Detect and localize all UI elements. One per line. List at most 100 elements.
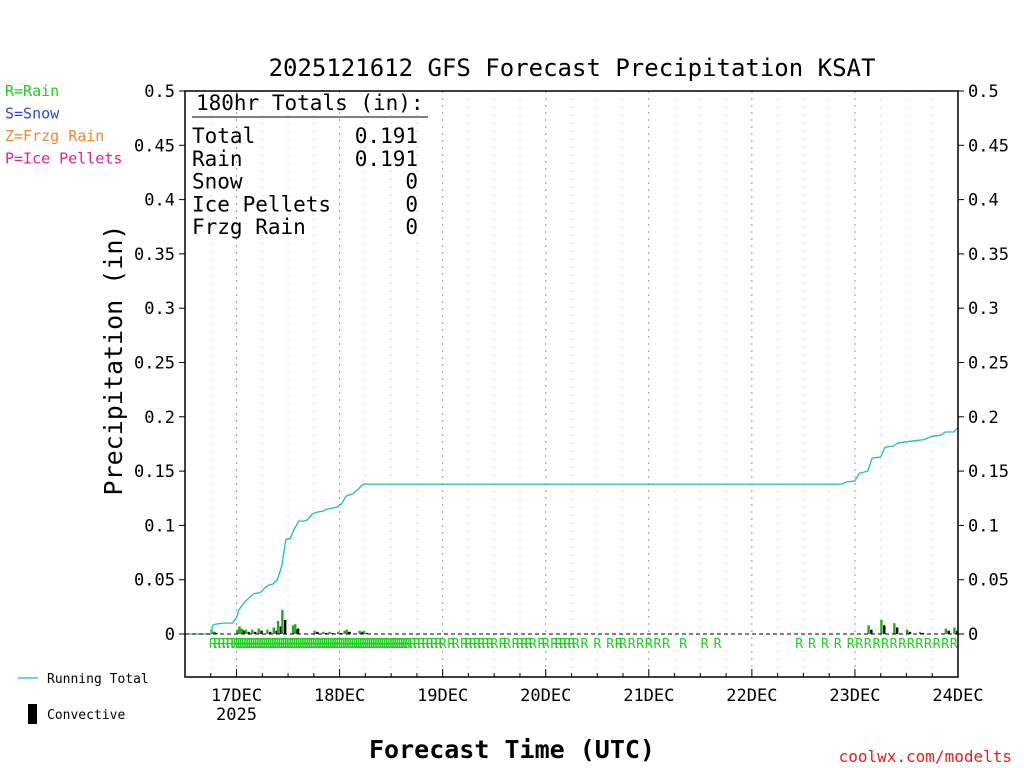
precip-convective-bar <box>883 625 886 634</box>
totals-row-value: 0.191 <box>355 147 418 171</box>
precip-convective-bar <box>895 627 899 634</box>
precip-type-marker: R <box>872 637 880 652</box>
y-tick-label-right: 0.05 <box>968 571 1009 591</box>
precip-type-marker: R <box>847 637 855 652</box>
precip-convective-bar <box>268 631 272 634</box>
totals-row-value: 0 <box>405 192 418 216</box>
precip-type-marker: R <box>353 637 361 652</box>
precip-total-bar <box>343 630 346 634</box>
series-legend: Running Total Convective <box>18 672 149 724</box>
precip-type-marker: R <box>593 637 601 652</box>
precip-type-marker: R <box>265 637 273 652</box>
precip-type-marker: R <box>276 637 284 652</box>
precip-convective-bar <box>247 631 250 634</box>
precip-convective-bar <box>275 630 278 634</box>
precip-type-marker: R <box>482 637 490 652</box>
precip-type-marker: R <box>312 637 320 652</box>
precip-type-marker: R <box>550 637 558 652</box>
precip-type-marker: R <box>327 637 335 652</box>
precip-type-marker: R <box>619 637 627 652</box>
precip-type-marker: R <box>381 637 389 652</box>
precip-type-marker: R <box>310 637 318 652</box>
precip-type-marker: R <box>329 637 337 652</box>
precip-convective-bar <box>921 632 925 634</box>
precip-type-marker: R <box>615 637 623 652</box>
precip-type-marker: R <box>645 637 653 652</box>
y-tick-label-left: 0.1 <box>144 516 175 536</box>
precip-total-bar <box>266 629 269 634</box>
precip-type-marker: R <box>355 637 363 652</box>
precip-total-bar <box>944 628 948 634</box>
precip-type-marker: R <box>250 637 258 652</box>
precip-convective-bar <box>331 632 334 634</box>
precip-type-marker: R <box>346 637 354 652</box>
precip-type-marker: R <box>580 637 588 652</box>
precip-type-marker: R <box>246 637 254 652</box>
precip-type-marker: R <box>258 637 266 652</box>
precip-type-marker: R <box>243 637 251 652</box>
precip-convective-bar <box>283 619 287 634</box>
precip-type-marker: R <box>808 637 816 652</box>
x-axis-label: Forecast Time (UTC) <box>369 735 655 764</box>
precip-type-marker: R <box>340 637 348 652</box>
precip-type-marker: R <box>398 637 406 652</box>
precip-bars <box>210 610 959 634</box>
x-tick-label: 18DEC <box>314 686 365 706</box>
precip-total-bar <box>294 624 297 634</box>
y-tick-label-left: 0.05 <box>134 571 175 591</box>
precip-total-bar <box>257 628 260 634</box>
precip-type-marker: R <box>366 637 374 652</box>
precip-type-marker: R <box>834 637 842 652</box>
precip-type-marker: R <box>379 637 387 652</box>
precip-type-marker: R <box>950 637 958 652</box>
precip-total-bar <box>328 631 331 634</box>
precip-type-marker: R <box>426 637 434 652</box>
precip-type-markers: RRRRRRRRRRRRRRRRRRRRRRRRRRRRRRRRRRRRRRRR… <box>209 637 958 652</box>
precip-type-marker: R <box>653 637 661 652</box>
precip-convective-bar <box>215 632 218 634</box>
precip-convective-bar <box>243 630 246 634</box>
precip-type-marker: R <box>516 637 524 652</box>
precip-total-bar <box>281 610 284 634</box>
totals-row-label: Ice Pellets <box>192 192 331 216</box>
precip-type-marker: R <box>636 637 644 652</box>
precip-type-marker: R <box>473 637 481 652</box>
precip-type-marker: R <box>237 637 245 652</box>
precip-type-marker: R <box>477 637 485 652</box>
precip-type-marker: R <box>319 637 327 652</box>
precip-type-marker: R <box>331 637 339 652</box>
precip-type-marker: R <box>662 637 670 652</box>
grid-lines <box>210 91 933 677</box>
precip-type-marker: R <box>273 637 281 652</box>
precip-type-marker: R <box>714 637 722 652</box>
y-axis-right: 0 0.05 0.1 0.15 0.2 0.25 0.3 0.35 0.4 0.45 0.5 <box>958 82 1009 645</box>
precip-convective-bar <box>260 630 263 634</box>
totals-row-label: Rain <box>192 147 243 171</box>
precip-type-marker: R <box>293 637 301 652</box>
precip-type-marker: R <box>941 637 949 652</box>
precip-type-marker: R <box>499 637 507 652</box>
totals-row-value: 0 <box>405 215 418 239</box>
precip-convective-bar <box>296 628 300 634</box>
y-tick-label-right: 0.25 <box>968 354 1009 374</box>
precip-type-marker: R <box>383 637 391 652</box>
totals-box: 180hr Totals (in): Total 0.191 Rain 0.191 Sn… <box>192 91 428 239</box>
x-tick-label: 19DEC <box>417 686 468 706</box>
precip-total-bar <box>251 629 254 634</box>
precip-type-marker: R <box>303 637 311 652</box>
precip-type-marker: R <box>512 637 520 652</box>
precip-type-marker: R <box>286 637 294 652</box>
precip-type-marker: R <box>469 637 477 652</box>
precip-type-marker: R <box>387 637 395 652</box>
totals-title: 180hr Totals (in): <box>196 91 424 115</box>
x-tick-label: 20DEC <box>520 686 571 706</box>
precip-type-marker: R <box>392 637 400 652</box>
precip-type-marker: R <box>235 637 243 652</box>
precip-type-marker: R <box>248 637 256 652</box>
precip-type-marker: R <box>538 637 546 652</box>
precip-convective-bar <box>316 631 319 634</box>
precip-type-marker: R <box>254 637 262 652</box>
type-legend-entry: P=Ice Pellets <box>5 150 122 168</box>
precip-type-marker: R <box>267 637 275 652</box>
